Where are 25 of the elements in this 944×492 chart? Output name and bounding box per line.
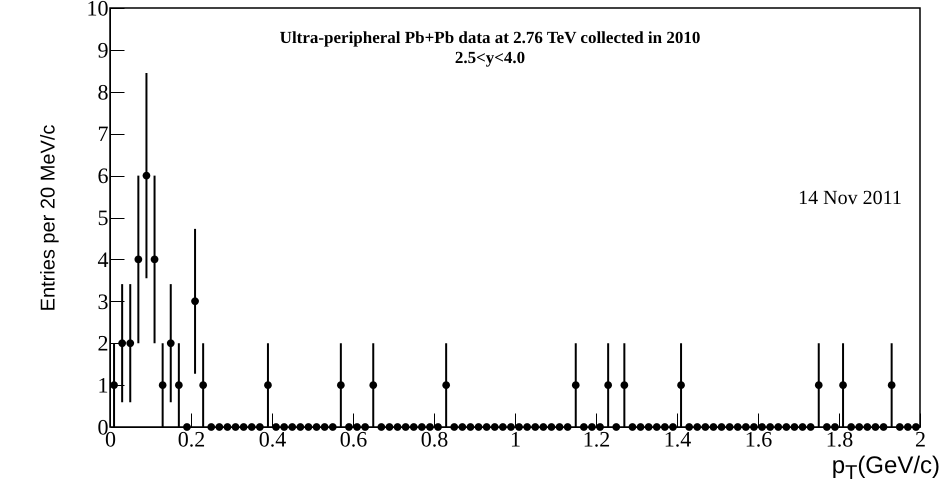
y-tick-label: 10 <box>86 0 108 20</box>
annotation: 2.5<y<4.0 <box>454 48 526 67</box>
x-tick-label: 1.8 <box>826 426 854 452</box>
x-tick-label: 1 <box>510 426 521 452</box>
x-tick-label: 0.8 <box>420 426 448 452</box>
y-tick-label: 1 <box>98 372 108 398</box>
x-tick-label: 0.6 <box>340 426 368 452</box>
x-tick-label: 1.4 <box>664 426 692 452</box>
x-tick-label: 2 <box>915 426 926 452</box>
annotation: 14 Nov 2011 <box>798 187 902 209</box>
y-axis-title: Entries per 20 MeV/c <box>38 124 60 312</box>
y-tick-label: 7 <box>98 121 108 146</box>
y-tick-label: 5 <box>98 205 108 230</box>
x-axis-title: p$_{T}$(GeV/c) <box>832 452 940 485</box>
x-tick-label: 0.4 <box>258 426 286 452</box>
y-tick-label: 3 <box>98 288 108 314</box>
y-tick-label: 9 <box>98 37 108 62</box>
y-tick-label: 6 <box>98 163 108 188</box>
x-tick-label: 1.2 <box>582 426 610 452</box>
annotation: Ultra-peripheral Pb+Pb data at 2.76 TeV collected in 2010 <box>280 28 700 47</box>
x-tick-label: 0.2 <box>178 426 206 452</box>
y-tick-label: 8 <box>98 79 108 104</box>
y-tick-label: 2 <box>98 330 108 356</box>
x-tick-label: 1.6 <box>744 426 772 452</box>
y-tick-label: 4 <box>98 246 108 272</box>
